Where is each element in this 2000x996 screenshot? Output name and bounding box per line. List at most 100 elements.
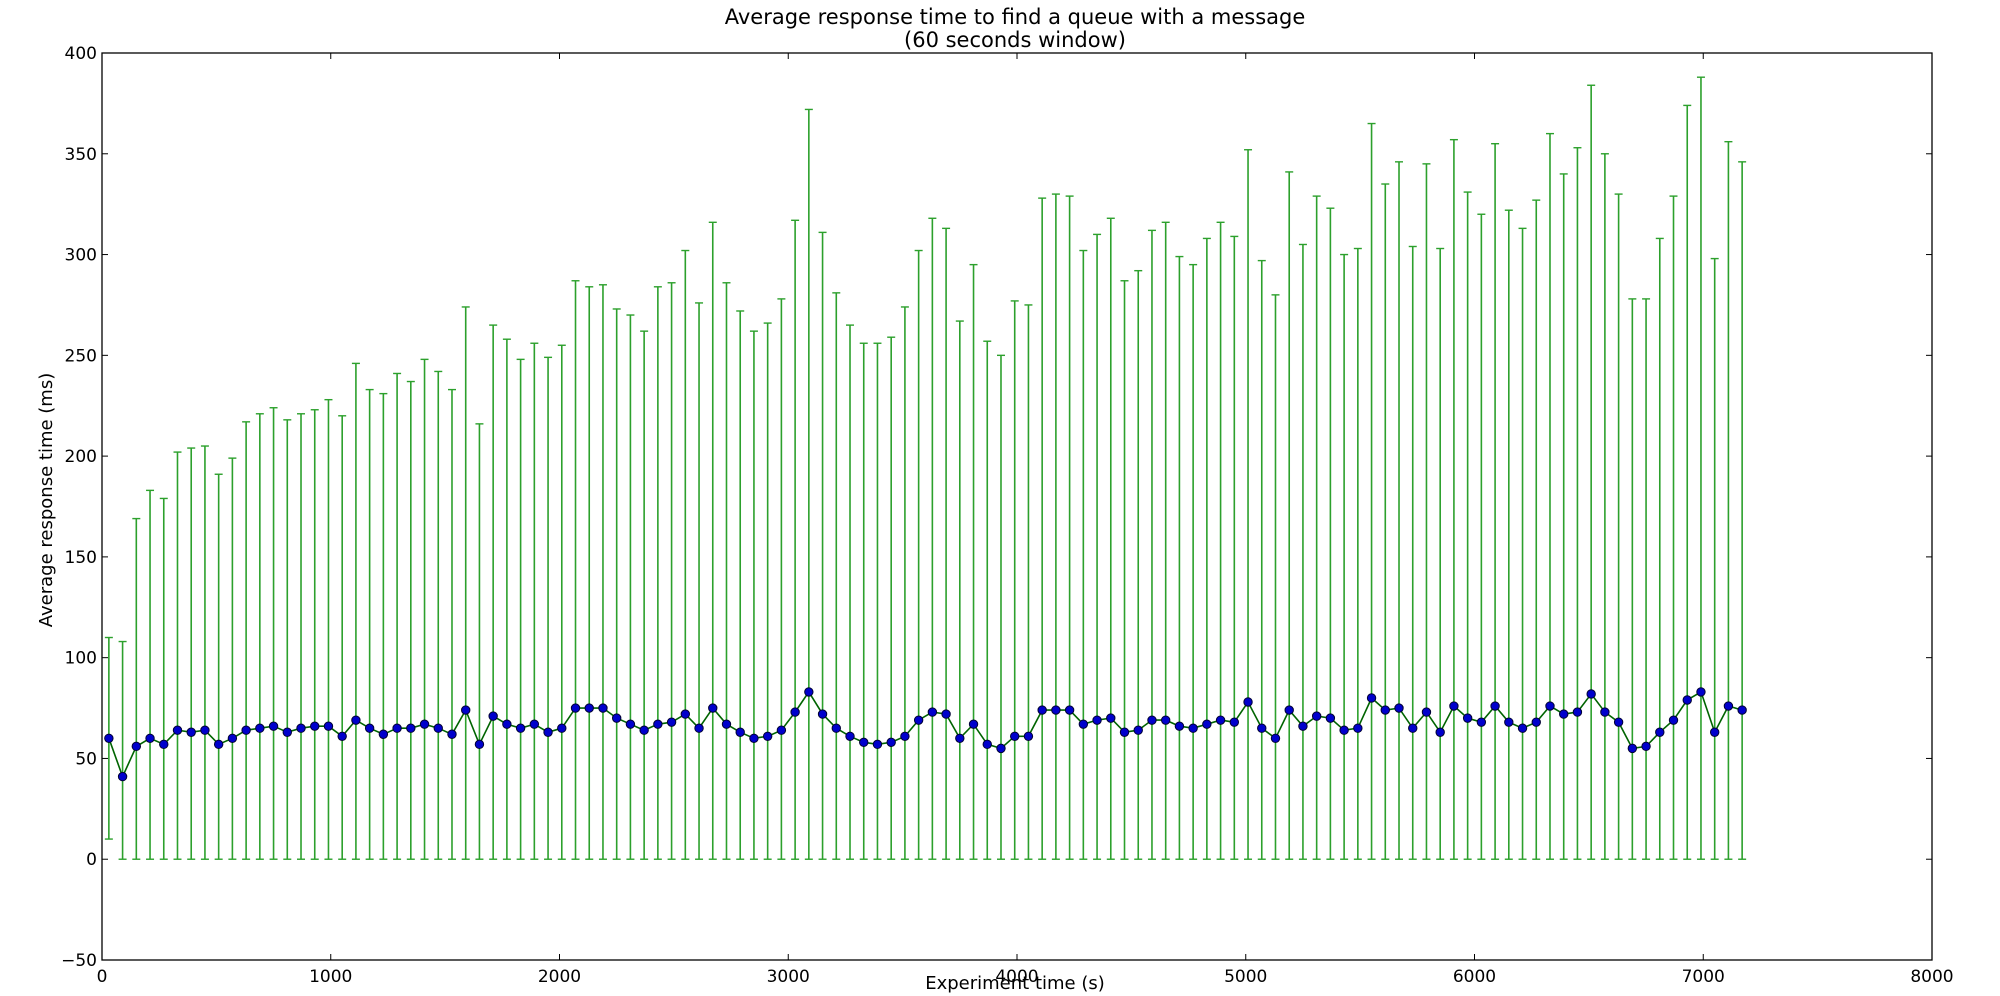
data-point xyxy=(625,719,636,729)
data-point xyxy=(323,721,334,731)
data-point xyxy=(721,719,732,729)
data-point xyxy=(543,727,553,737)
data-point xyxy=(1311,711,1322,721)
plot-frame xyxy=(101,52,1933,961)
y-tick-label: 250 xyxy=(65,346,97,366)
data-point xyxy=(461,705,471,715)
chart-subtitle: (60 seconds window) xyxy=(904,28,1126,52)
data-point xyxy=(1010,731,1020,741)
data-point xyxy=(1572,707,1583,717)
data-point xyxy=(598,703,608,713)
data-point xyxy=(804,687,814,697)
data-point xyxy=(1339,725,1349,735)
chart-title: Average response time to find a queue wi… xyxy=(725,5,1306,29)
data-point xyxy=(1106,713,1116,723)
data-point xyxy=(639,725,649,735)
data-point xyxy=(927,707,938,717)
data-point xyxy=(968,719,979,729)
data-point xyxy=(1655,727,1665,737)
data-point xyxy=(955,733,965,743)
data-point xyxy=(227,733,238,743)
data-point xyxy=(1531,717,1541,727)
data-point xyxy=(708,703,718,713)
data-point xyxy=(611,713,622,723)
data-point xyxy=(996,743,1006,754)
data-point xyxy=(351,715,361,725)
data-markers xyxy=(104,687,1747,782)
x-tick-label: 0 xyxy=(97,967,108,987)
data-point xyxy=(1737,705,1747,715)
data-point xyxy=(392,723,402,733)
data-point xyxy=(1559,709,1569,719)
data-point xyxy=(1284,705,1294,715)
data-point xyxy=(1394,703,1404,713)
y-tick-label: −50 xyxy=(61,951,97,971)
y-tick-label: 400 xyxy=(65,44,97,64)
data-point xyxy=(488,711,498,721)
plot-area xyxy=(101,52,1933,961)
y-axis: −50 0 50 100 150 200 250 300 350 400 xyxy=(61,44,1932,971)
x-tick-label: 5000 xyxy=(1224,967,1267,987)
x-tick-label: 6000 xyxy=(1453,967,1496,987)
data-point xyxy=(913,715,924,725)
x-tick-label: 3000 xyxy=(767,967,810,987)
data-point xyxy=(1064,705,1075,715)
data-point xyxy=(941,709,951,719)
data-point xyxy=(255,723,265,733)
data-point xyxy=(1188,723,1198,733)
data-point xyxy=(1092,715,1102,725)
data-point xyxy=(200,725,210,735)
error-bars xyxy=(104,76,1747,860)
data-point xyxy=(241,725,251,735)
data-point xyxy=(886,737,896,748)
data-point xyxy=(1380,705,1390,715)
data-point xyxy=(474,739,485,750)
data-point xyxy=(529,719,540,729)
data-point xyxy=(1174,721,1185,731)
y-tick-label: 50 xyxy=(75,749,97,769)
x-axis-label: Experiment time (s) xyxy=(925,973,1105,994)
data-point xyxy=(406,723,416,733)
data-point xyxy=(694,723,704,733)
data-point xyxy=(515,723,526,733)
data-point xyxy=(1147,715,1157,725)
data-point xyxy=(282,727,292,737)
data-point xyxy=(1586,689,1596,699)
data-point xyxy=(117,771,128,782)
y-tick-label: 300 xyxy=(65,246,97,266)
data-point xyxy=(735,727,745,737)
data-point xyxy=(1133,725,1143,735)
data-point xyxy=(364,723,375,733)
y-tick-label: 0 xyxy=(86,850,97,870)
data-point xyxy=(1023,731,1034,741)
y-tick-label: 150 xyxy=(65,548,97,568)
x-tick-label: 4000 xyxy=(995,967,1038,987)
data-point xyxy=(1202,719,1212,729)
data-point xyxy=(557,723,567,733)
data-point xyxy=(1051,705,1061,715)
data-point xyxy=(145,733,155,743)
data-point xyxy=(584,703,594,713)
data-point xyxy=(872,739,883,750)
data-point xyxy=(447,729,457,739)
data-point xyxy=(1449,701,1459,711)
data-point xyxy=(982,739,992,750)
y-tick-label: 100 xyxy=(65,649,97,669)
data-point xyxy=(845,731,855,741)
data-point xyxy=(1709,727,1720,737)
data-point xyxy=(1421,707,1432,717)
data-point xyxy=(433,723,443,733)
data-point xyxy=(172,725,183,735)
x-tick-label: 8000 xyxy=(1910,967,1953,987)
data-point xyxy=(213,739,224,750)
data-point xyxy=(831,723,841,733)
data-point xyxy=(1325,713,1336,723)
data-point xyxy=(1119,727,1130,737)
data-point xyxy=(1504,717,1514,727)
data-point xyxy=(790,707,800,717)
data-point xyxy=(762,731,773,741)
x-tick-label: 7000 xyxy=(1682,967,1725,987)
y-tick-label: 350 xyxy=(65,145,97,165)
data-point xyxy=(817,709,828,719)
data-point xyxy=(1160,715,1171,725)
